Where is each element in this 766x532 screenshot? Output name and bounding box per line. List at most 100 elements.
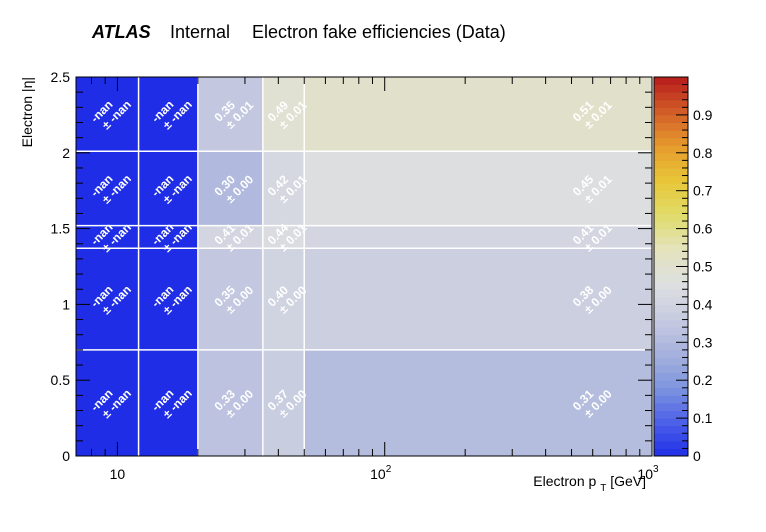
heatmap-cell: [76, 349, 139, 456]
heatmap-cell: [304, 349, 652, 456]
heatmap-cell: [76, 225, 139, 249]
colorbar-band: [654, 251, 688, 260]
heatmap-cell: [197, 248, 263, 350]
colorbar-tick-label: 0: [693, 448, 701, 464]
heatmap-cell: [138, 225, 198, 249]
colorbar-band: [654, 418, 688, 427]
colorbar-band: [654, 296, 688, 305]
heatmap-cell: [197, 77, 263, 152]
colorbar-band: [654, 137, 688, 146]
x-tick-exponent: 3: [653, 464, 659, 475]
colorbar-band: [654, 402, 688, 412]
colorbar-band: [654, 357, 688, 366]
y-axis: 0 0.5 1 1.5 2 2.5: [51, 69, 652, 464]
colorbar-band: [654, 440, 688, 449]
x-label-unit: [GeV]: [606, 473, 646, 489]
x-label-subscript: T: [600, 483, 606, 494]
colorbar-band: [654, 274, 688, 283]
colorbar-band: [654, 311, 688, 321]
heatmap-cell: [76, 151, 139, 226]
atlas-label: ATLAS: [92, 22, 151, 42]
heatmap-cell: [138, 248, 198, 350]
heatmap-grid: [76, 77, 652, 456]
colorbar-band: [654, 175, 688, 184]
colorbar-band: [654, 198, 688, 207]
colorbar-band: [654, 122, 688, 131]
y-tick-label: 1: [62, 296, 70, 312]
heatmap-cell: [138, 151, 198, 226]
colorbar-tick-label: 0.1: [693, 410, 713, 426]
y-tick-label: 1.5: [51, 221, 71, 237]
colorbar-tick-label: 0.4: [693, 296, 713, 312]
colorbar-band: [654, 410, 688, 419]
colorbar-tick-label: 0.7: [693, 183, 713, 199]
colorbar-band: [654, 365, 688, 374]
heatmap-cell: [197, 151, 263, 226]
colorbar-band: [654, 395, 688, 404]
colorbar-band: [654, 387, 688, 396]
heatmap-cell: [304, 248, 652, 350]
heatmap-cell: [262, 349, 305, 456]
heatmap-cell: [197, 349, 263, 456]
colorbar-band: [654, 258, 688, 267]
heatmap-cell: [76, 248, 139, 350]
colorbar-tick-label: 0.9: [693, 107, 713, 123]
colorbar-tick-label: 0.3: [693, 334, 713, 350]
colorbar-tick-label: 0.8: [693, 145, 713, 161]
heatmap-cell: [262, 77, 305, 152]
colorbar-band: [654, 349, 688, 358]
colorbar-band: [654, 167, 688, 177]
colorbar-band: [654, 145, 688, 154]
colorbar-band: [654, 107, 688, 116]
colorbar-band: [654, 334, 688, 343]
colorbar-band: [654, 380, 688, 389]
y-axis-label: Electron |η|: [19, 77, 35, 147]
colorbar-band: [654, 304, 688, 313]
colorbar-band: [654, 372, 688, 381]
colorbar-tick-label: 0.2: [693, 372, 713, 388]
heatmap-cell: [262, 248, 305, 350]
heatmap-cells: [76, 77, 652, 456]
colorbar-band: [654, 289, 688, 298]
colorbar-band: [654, 236, 688, 245]
heatmap-cell: [304, 225, 652, 249]
color-scale: 0 0.1 0.2 0.3 0.4 0.5 0.6 0.7 0.8 0.9: [653, 76, 713, 464]
heatmap-cell: [76, 77, 139, 152]
y-tick-label: 2: [62, 145, 70, 161]
x-tick-label: 10: [110, 466, 126, 482]
colorbar-band: [654, 228, 688, 237]
x-tick-exponent: 2: [386, 464, 392, 475]
x-tick-label: 102: [370, 464, 392, 482]
y-tick-label: 0: [62, 448, 70, 464]
colorbar-band: [654, 84, 688, 93]
colorbar-band: [654, 205, 688, 214]
colorbar-band: [654, 190, 688, 199]
colorbar-tick-label: 0.5: [693, 259, 713, 275]
x-axis-label: Electron p T [GeV]: [533, 473, 646, 494]
colorbar-band: [654, 281, 688, 290]
colorbar-tick-label: 0.6: [693, 221, 713, 237]
heatmap-cell: [138, 77, 198, 152]
colorbar-band: [654, 433, 688, 442]
heatmap-cell: [304, 77, 652, 152]
heatmap-cell: [262, 225, 305, 249]
colorbar-band: [654, 183, 688, 192]
chart-title: Electron fake efficiencies (Data): [252, 22, 506, 42]
colorbar-band: [654, 425, 688, 434]
y-tick-label: 0.5: [51, 372, 71, 388]
colorbar-band: [654, 213, 688, 222]
colorbar-band: [654, 99, 688, 108]
heatmap-cell: [138, 349, 198, 456]
colorbar-band: [654, 266, 688, 275]
colorbar-band: [654, 77, 688, 86]
heatmap-cell: [304, 151, 652, 226]
plot-frame: [75, 76, 653, 457]
colorbar-band: [654, 160, 688, 169]
heatmap-cell: [197, 225, 263, 249]
colorbar-band: [654, 130, 688, 139]
colorbar-band: [654, 114, 688, 123]
heatmap-cell: [262, 151, 305, 226]
colorbar-band: [654, 448, 688, 457]
colorbar-band: [654, 319, 688, 328]
